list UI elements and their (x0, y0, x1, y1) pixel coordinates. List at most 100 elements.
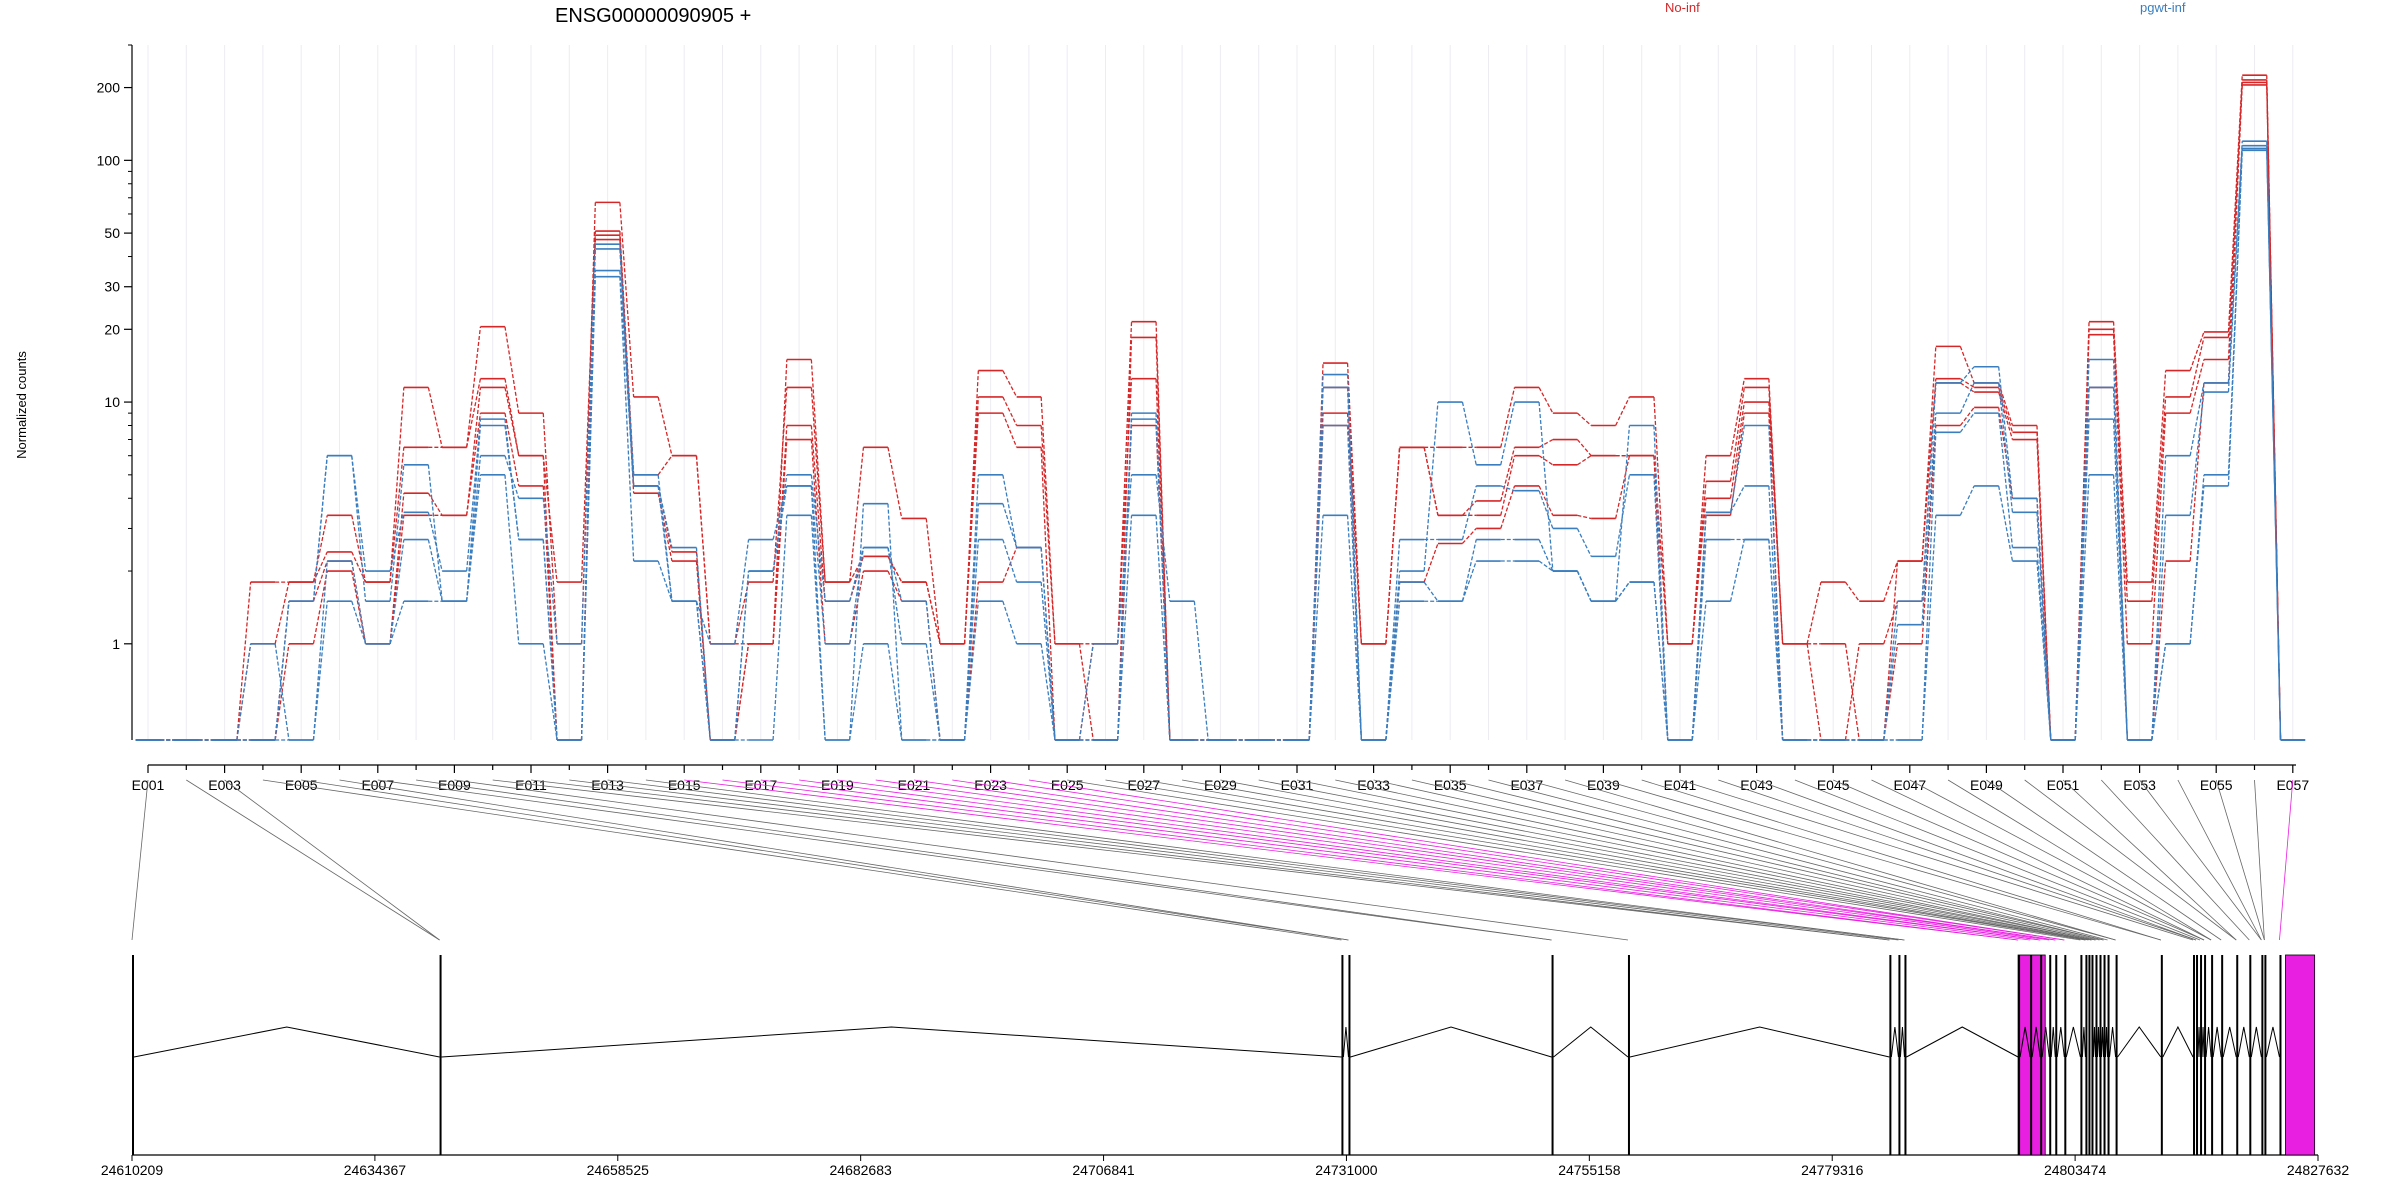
x-tick-label: E003 (208, 777, 241, 793)
data-connector (1998, 382, 2014, 426)
exon-connector (1143, 779, 2086, 941)
data-connector (887, 643, 903, 741)
data-connector (1806, 581, 1822, 644)
data-connector (1423, 543, 1439, 583)
x-tick-label: E043 (1740, 777, 1773, 793)
genome-tick-label: 24755158 (1558, 1162, 1621, 1178)
exon-connector (1258, 779, 2092, 941)
data-connector (734, 581, 750, 644)
data-connector (1538, 560, 1554, 572)
data-connector (1653, 396, 1669, 644)
data-connector (2036, 439, 2052, 741)
x-tick-label: E049 (1970, 777, 2003, 793)
intron-line (2197, 1026, 2201, 1058)
exon-connector (1067, 779, 2081, 941)
exon-connector (1105, 779, 2086, 941)
x-tick-label: E001 (132, 777, 165, 793)
data-connector (389, 464, 405, 602)
exon-connector (492, 779, 1890, 941)
x-tick-label: E029 (1204, 777, 1237, 793)
exon-bar (2279, 955, 2282, 1155)
data-connector (1385, 447, 1401, 644)
data-connector (1615, 396, 1631, 426)
data-connector (1959, 407, 1975, 426)
data-connector (772, 359, 788, 644)
exon-bar (1341, 955, 1344, 1155)
data-connector (542, 455, 558, 583)
genome-tick-label: 24706841 (1072, 1162, 1135, 1178)
exon-connector (1833, 779, 2205, 941)
intron-line (2205, 1026, 2212, 1058)
series (135, 74, 2306, 741)
x-tick-label: E055 (2200, 777, 2233, 793)
data-connector (504, 378, 520, 456)
data-connector (1883, 560, 1899, 602)
exon-bar (2018, 955, 2021, 1155)
data-connector (1500, 485, 1515, 492)
intron-line (2031, 1026, 2041, 1058)
data-connector (2189, 359, 2205, 414)
exon-bar (2040, 955, 2043, 1155)
intron-line (2222, 1026, 2237, 1058)
data-connector (389, 601, 405, 645)
data-connector (1959, 366, 1975, 384)
data-connector (1117, 378, 1133, 644)
data-connector (1346, 425, 1362, 741)
data-connector (1423, 447, 1439, 516)
data-connector (810, 359, 826, 583)
data-connector (1998, 382, 2014, 513)
data-connector (1998, 413, 2014, 548)
data-connector (504, 425, 520, 540)
data-connector (1959, 382, 1975, 414)
data-connector (772, 515, 788, 741)
exon-bar (2107, 955, 2110, 1155)
intron-line (1629, 1026, 1890, 1058)
data-connector (887, 547, 903, 602)
exon-connector (131, 779, 149, 941)
data-connector (427, 464, 443, 602)
data-connector (2074, 387, 2090, 741)
data-connector (1883, 601, 1899, 741)
data-connector (1576, 439, 1592, 457)
data-connector (2189, 382, 2205, 456)
data-connector (1002, 547, 1018, 583)
exon-connector (1450, 779, 2104, 941)
data-connector (504, 326, 520, 414)
gene-model: 24610209 24634367 24658525 24682683 24706841… (101, 954, 2349, 1178)
data-connector (2189, 331, 2205, 371)
data-connector (887, 447, 903, 519)
data-connector (2151, 643, 2167, 741)
data-connector (1002, 539, 1018, 583)
data-connector (312, 551, 328, 583)
data-connector (542, 539, 558, 741)
data-connector (963, 413, 979, 644)
exon-connector (952, 779, 2056, 941)
data-connector (351, 560, 367, 644)
data-connector (2189, 337, 2205, 398)
data-connector (2227, 150, 2243, 486)
y-tick-label: 10 (104, 394, 120, 410)
exon-bar (132, 955, 134, 1155)
data-connector (1155, 419, 1171, 741)
exon-bar (2055, 955, 2058, 1155)
intron-line (2050, 1026, 2056, 1058)
data-connector (1500, 387, 1516, 448)
data-connector (312, 601, 328, 741)
intron-line (1553, 1026, 1629, 1058)
data-connector (1768, 387, 1784, 644)
data-connector (772, 387, 788, 583)
data-connector (236, 582, 252, 741)
data-connector (542, 413, 558, 644)
data-connector (1998, 391, 2014, 440)
data-connector (619, 276, 635, 562)
data-connector (1461, 401, 1477, 465)
data-connector (1576, 570, 1592, 602)
x-tick-label: E025 (1051, 777, 1084, 793)
data-connector (1959, 412, 1975, 433)
data-connector (580, 244, 596, 644)
data-connector (1002, 412, 1018, 448)
data-connector (504, 474, 520, 644)
intron-line (2041, 1026, 2050, 1058)
data-connector (2189, 382, 2205, 562)
data-connector (427, 387, 443, 448)
